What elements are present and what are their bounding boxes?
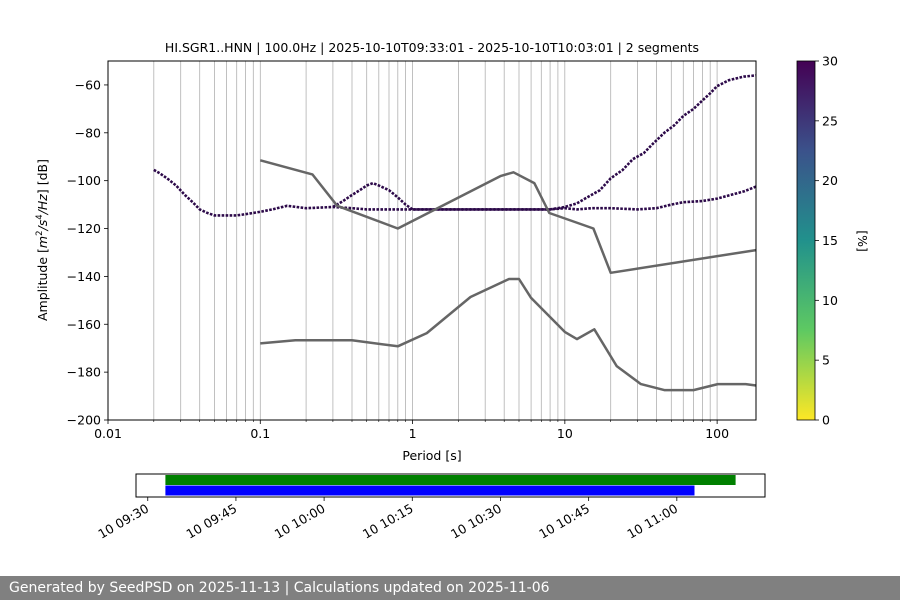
series-line-psd-upper-branch [332, 74, 757, 211]
colorbar-tick-label: 0 [822, 413, 830, 428]
timeline-ticks: 10 09:30 10 09:45 10 10:00 10 10:15 10 10:30… [95, 497, 680, 542]
colorbar-tick-label: 5 [822, 353, 830, 368]
timeline-bar [165, 475, 736, 485]
timeline-frame [135, 473, 766, 498]
colorbar: 0 5 10 15 20 25 30 [%] [796, 54, 870, 428]
x-tick-label: 10 [557, 426, 573, 441]
chart-title: HI.SGR1..HNN | 100.0Hz | 2025-10-10T09:3… [165, 40, 699, 55]
footer-status: Generated by SeedPSD on 2025-11-13 | Cal… [0, 576, 900, 600]
timeline-tick-label: 10 11:00 [624, 501, 680, 542]
colorbar-tick-label: 20 [822, 173, 838, 188]
colorbar-ticks: 0 5 10 15 20 25 30 [815, 54, 838, 428]
timeline-chart: 10 09:30 10 09:45 10 10:00 10 10:15 10 10:30… [95, 473, 766, 542]
y-tick-label: −100 [67, 173, 101, 188]
psd-chart: HI.SGR1..HNN | 100.0Hz | 2025-10-10T09:3… [35, 40, 757, 463]
x-axis-ticks: 0.01 0.1 1 10 100 [94, 420, 729, 441]
colorbar-tick-label: 10 [822, 293, 838, 308]
timeline-tick-label: 10 09:30 [95, 501, 151, 542]
series-line-psd-lower-branch [153, 168, 757, 217]
psd-series [153, 74, 757, 217]
x-tick-label: 100 [705, 426, 729, 441]
timeline-tick-label: 10 10:00 [272, 501, 328, 542]
timeline-tick-label: 10 10:45 [536, 501, 592, 542]
x-tick-label: 0.01 [94, 426, 122, 441]
timeline-bar [165, 485, 695, 496]
timeline-bars [165, 475, 736, 496]
timeline-tick-label: 10 09:45 [184, 501, 240, 542]
y-tick-label: −140 [67, 269, 101, 284]
plot-area [108, 61, 756, 420]
plot-frame [107, 60, 757, 421]
x-tick-label: 1 [409, 426, 417, 441]
figure: HI.SGR1..HNN | 100.0Hz | 2025-10-10T09:3… [35, 40, 870, 542]
y-tick-label: −120 [67, 221, 101, 236]
y-tick-label: −180 [67, 365, 101, 380]
y-tick-label: −60 [75, 77, 101, 92]
colorbar-tick-label: 30 [822, 54, 838, 69]
colorbar-tick-label: 15 [822, 233, 838, 248]
colorbar-tick-label: 25 [822, 113, 838, 128]
timeline-tick-label: 10 10:15 [360, 501, 416, 542]
x-tick-label: 0.1 [250, 426, 270, 441]
x-axis-label: Period [s] [402, 448, 461, 463]
series-line-noise-model-high [259, 159, 757, 275]
y-axis-ticks: −200 −180 −160 −140 −120 −100 −80 −60 [67, 77, 108, 428]
timeline-tick-label: 10 10:30 [448, 501, 504, 542]
y-tick-label: −160 [67, 317, 101, 332]
y-tick-label: −200 [67, 413, 101, 428]
noise-model-series [259, 159, 757, 392]
grid-lines [107, 61, 718, 420]
series-line-noise-model-low [260, 277, 757, 392]
y-tick-label: −80 [75, 125, 101, 140]
colorbar-gradient [796, 60, 816, 421]
y-axis-label: Amplitude [m2/s4/Hz] [dB] [35, 159, 50, 321]
colorbar-label: [%] [855, 230, 870, 252]
